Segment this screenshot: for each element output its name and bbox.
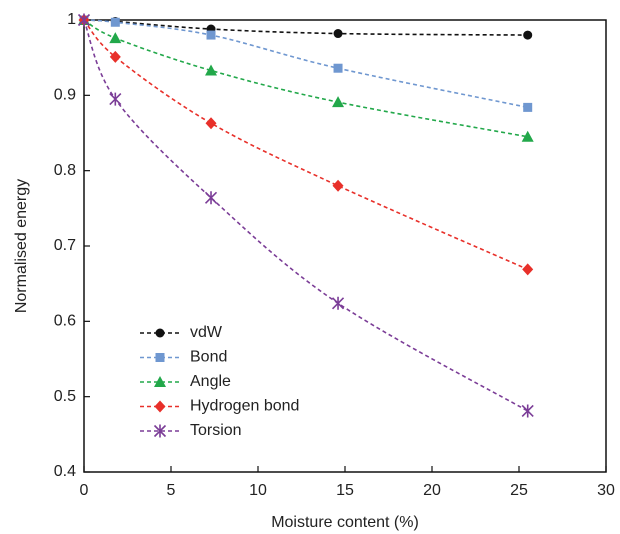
x-tick-label: 10 xyxy=(249,482,267,499)
y-tick-label: 0.5 xyxy=(54,388,76,405)
marker xyxy=(109,50,121,63)
x-tick-label: 15 xyxy=(336,482,354,499)
marker xyxy=(77,13,91,27)
marker xyxy=(332,96,345,108)
y-tick-label: 0.8 xyxy=(54,162,76,179)
series-line xyxy=(83,19,528,36)
marker xyxy=(204,191,218,205)
marker xyxy=(522,263,534,276)
legend-label: vdW xyxy=(190,324,223,341)
series-line xyxy=(83,19,528,109)
marker xyxy=(331,296,345,310)
y-tick-label: 0.9 xyxy=(54,87,76,104)
legend-marker xyxy=(155,328,165,338)
series-line xyxy=(83,19,529,412)
x-axis-label: Moisture content (%) xyxy=(271,514,419,531)
x-tick-label: 20 xyxy=(423,482,441,499)
series-line xyxy=(83,19,529,271)
y-axis-label: Normalised energy xyxy=(13,179,30,313)
y-tick-label: 0.6 xyxy=(54,313,76,330)
x-tick-label: 30 xyxy=(597,482,615,499)
x-tick-label: 25 xyxy=(510,482,528,499)
marker xyxy=(110,17,120,27)
legend-label: Hydrogen bond xyxy=(190,398,299,415)
marker xyxy=(206,30,216,40)
marker xyxy=(205,117,217,130)
legend-marker xyxy=(154,376,166,387)
legend-label: Torsion xyxy=(190,422,242,439)
legend-marker xyxy=(155,353,165,362)
marker xyxy=(521,404,534,418)
x-tick-label: 5 xyxy=(167,482,176,499)
legend-marker xyxy=(153,424,167,438)
marker xyxy=(109,92,122,106)
y-tick-label: 1 xyxy=(67,11,76,28)
legend: vdW Bond Angle Hydrogen bond Torsion xyxy=(140,324,299,439)
legend-label: Bond xyxy=(190,349,227,366)
x-tick-label: 0 xyxy=(80,482,89,499)
marker xyxy=(521,130,534,142)
y-tick-label: 0.7 xyxy=(54,237,76,254)
marker xyxy=(332,179,344,192)
y-tick-label: 0.4 xyxy=(54,463,76,480)
marker xyxy=(333,29,343,39)
legend-marker xyxy=(154,400,166,413)
marker xyxy=(205,64,218,76)
marker xyxy=(333,63,343,73)
marker xyxy=(523,30,533,40)
legend-label: Angle xyxy=(190,373,231,390)
marker xyxy=(523,102,533,112)
marker xyxy=(109,32,122,44)
series-line xyxy=(83,19,528,138)
